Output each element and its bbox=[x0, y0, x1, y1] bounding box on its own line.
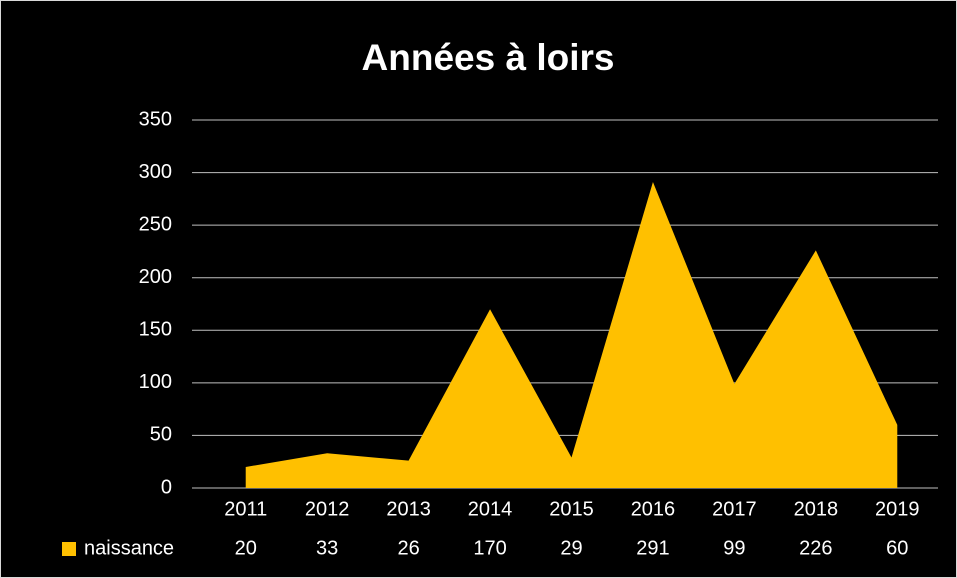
chart-title: Années à loirs bbox=[362, 37, 615, 78]
y-tick-label: 150 bbox=[139, 319, 172, 341]
x-tick-label: 2017 bbox=[712, 498, 757, 520]
x-tick-label: 2013 bbox=[386, 498, 431, 520]
legend-swatch bbox=[62, 542, 76, 556]
data-table-value: 99 bbox=[723, 537, 745, 559]
y-tick-label: 0 bbox=[161, 476, 172, 498]
x-tick-label: 2011 bbox=[224, 498, 267, 520]
y-tick-label: 250 bbox=[139, 213, 172, 235]
data-table-value: 226 bbox=[799, 537, 832, 559]
x-tick-label: 2018 bbox=[794, 498, 839, 520]
area bbox=[245, 182, 898, 488]
x-tick-label: 2015 bbox=[549, 498, 594, 520]
y-tick-label: 350 bbox=[139, 108, 172, 130]
x-tick-label: 2016 bbox=[631, 498, 676, 520]
data-table-value: 60 bbox=[886, 537, 908, 559]
y-tick-label: 50 bbox=[150, 424, 172, 446]
data-table-value: 29 bbox=[560, 537, 582, 559]
x-tick-label: 2019 bbox=[875, 498, 920, 520]
x-tick-label: 2014 bbox=[468, 498, 513, 520]
x-tick-label: 2012 bbox=[305, 498, 350, 520]
data-table-value: 33 bbox=[316, 537, 338, 559]
data-table-value: 26 bbox=[397, 537, 419, 559]
data-table-value: 291 bbox=[636, 537, 669, 559]
data-table-value: 20 bbox=[235, 537, 257, 559]
y-tick-label: 200 bbox=[139, 266, 172, 288]
y-tick-label: 100 bbox=[139, 371, 172, 393]
data-table-value: 170 bbox=[473, 537, 506, 559]
legend-label: naissance bbox=[84, 537, 174, 559]
y-tick-label: 300 bbox=[139, 161, 172, 183]
